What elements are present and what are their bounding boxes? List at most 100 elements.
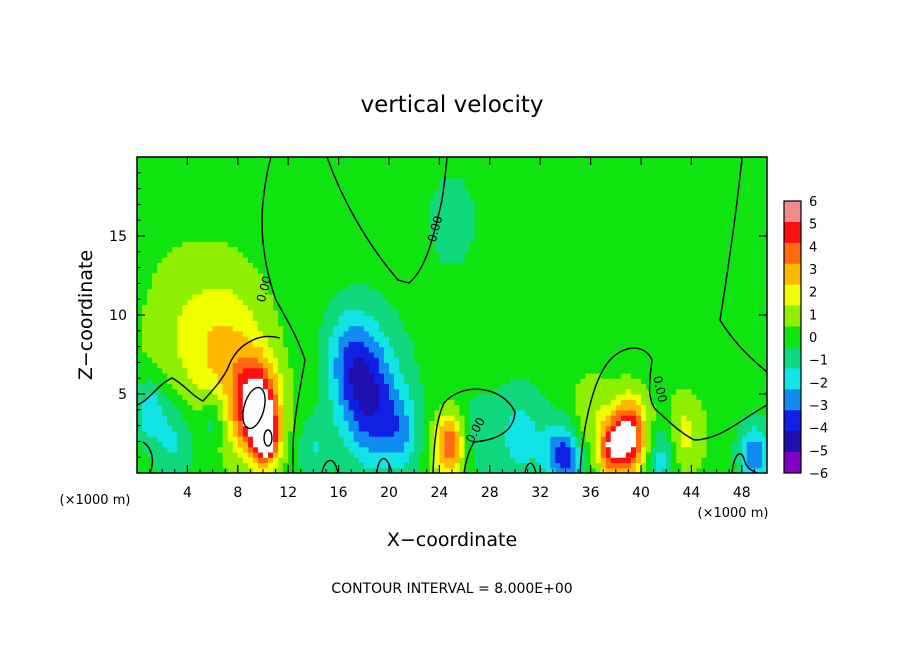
field-cell [247,299,254,306]
field-cell [298,167,304,174]
field-cell [308,183,314,190]
field-cell [257,441,264,448]
field-cell [152,325,158,332]
field-cell [504,372,511,379]
field-cell [439,436,446,442]
field-cell [540,178,546,184]
field-cell [545,446,551,453]
field-cell [278,394,284,400]
field-cell [535,320,541,327]
field-cell [479,467,486,473]
field-cell [358,430,365,437]
field-cell [399,209,405,216]
field-cell [378,383,385,390]
field-cell [550,288,556,295]
field-cell [363,346,370,353]
field-cell [343,257,350,263]
field-cell [520,204,526,211]
field-cell [368,367,375,374]
field-cell [525,283,531,290]
field-cell [137,394,143,400]
field-cell [474,299,481,306]
field-cell [540,420,546,427]
field-cell [242,283,249,290]
field-cell [454,425,461,432]
field-cell [242,446,249,453]
field-cell [167,430,173,437]
field-cell [308,341,314,348]
field-cell [328,262,335,269]
field-cell [142,336,148,342]
field-cell [484,262,491,269]
field-cell [318,330,325,337]
field-cell [373,204,380,211]
field-cell [550,262,556,269]
field-cell [434,246,440,253]
field-cell [207,372,214,379]
field-cell [389,409,395,416]
field-cell [394,293,400,300]
field-cell [318,283,325,290]
field-cell [348,246,355,253]
field-cell [394,209,400,216]
field-cell [389,204,395,211]
field-cell [232,457,239,464]
field-cell [449,241,456,248]
field-cell [227,278,234,284]
field-cell [348,446,355,453]
field-cell [353,383,360,390]
field-cell [247,257,254,263]
field-cell [550,236,556,242]
field-cell [197,230,204,237]
field-cell [172,199,178,205]
field-cell [152,272,158,279]
field-cell [363,288,370,295]
field-cell [247,415,254,421]
field-cell [303,251,309,258]
field-cell [192,204,199,211]
field-cell [419,193,425,200]
field-cell [389,425,395,432]
field-cell [343,167,350,174]
field-cell [167,172,173,179]
field-cell [429,241,435,248]
field-cell [293,394,299,400]
field-cell [328,278,335,284]
field-cell [157,330,163,337]
field-cell [247,404,254,411]
field-cell [525,309,531,316]
field-cell [137,183,143,190]
field-cell [515,172,521,179]
field-cell [358,288,365,295]
field-cell [137,214,143,221]
field-cell [474,394,481,400]
field-cell [368,262,375,269]
field-cell [323,225,330,232]
field-cell [459,288,466,295]
field-cell [383,362,390,369]
field-cell [414,214,420,221]
field-cell [540,341,546,348]
field-cell [419,199,425,205]
field-cell [333,399,340,406]
field-cell [268,357,274,363]
field-cell [378,351,385,358]
field-cell [177,325,183,332]
field-cell [257,172,264,179]
field-cell [464,257,471,263]
field-cell [343,451,350,458]
field-cell [545,330,551,337]
field-cell [252,288,259,295]
field-cell [182,162,188,169]
field-cell [394,288,400,295]
field-cell [247,157,254,163]
field-cell [378,404,385,411]
field-cell [157,262,163,269]
field-cell [444,346,451,353]
field-cell [454,446,461,453]
field-cell [167,399,173,406]
field-cell [172,399,178,406]
field-cell [217,388,224,395]
field-cell [444,430,451,437]
field-cell [434,446,440,453]
